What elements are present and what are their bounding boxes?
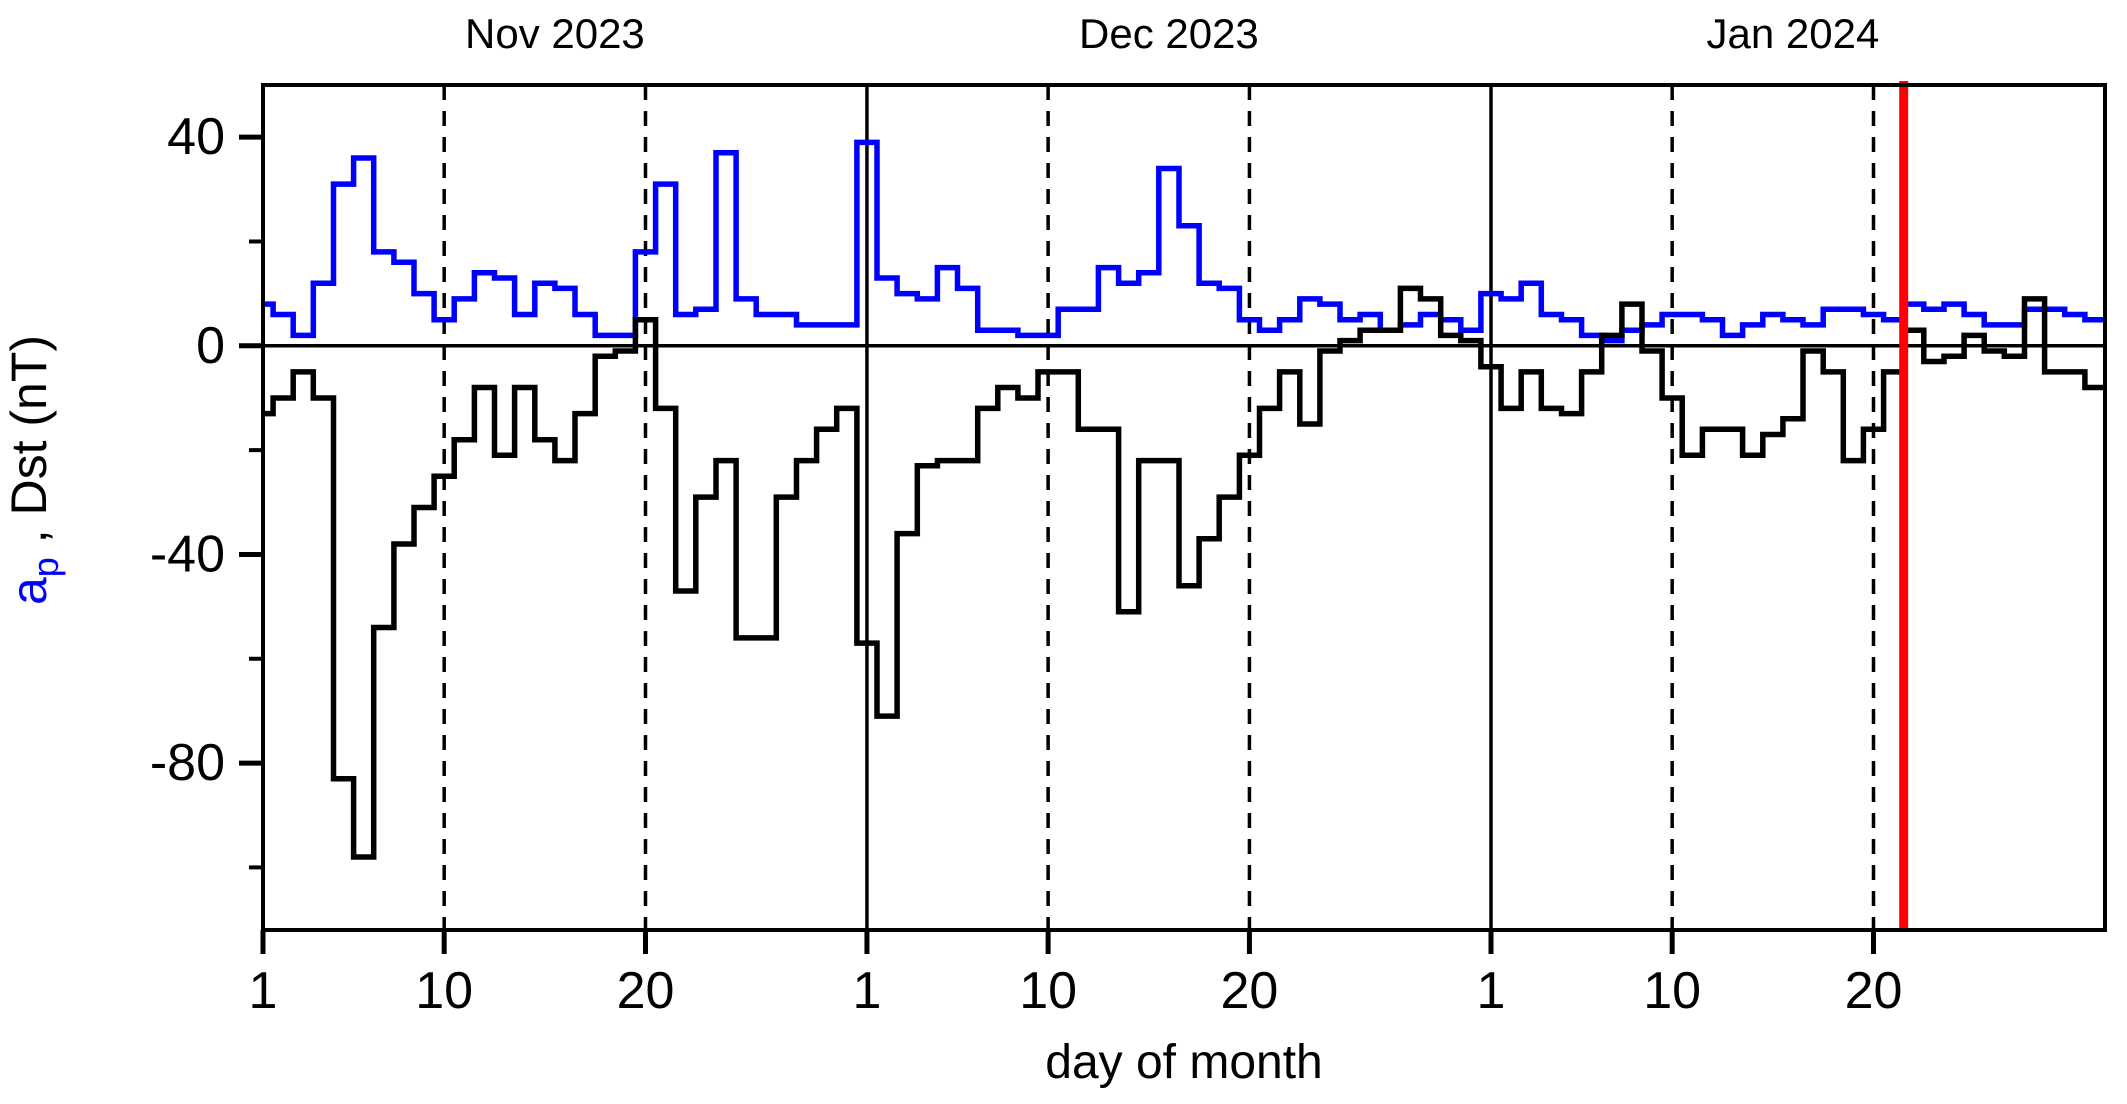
x-tick-label: 20 [617, 962, 675, 1020]
x-tick-label: 1 [1477, 962, 1506, 1020]
gridlines-group [263, 85, 2105, 930]
y-tick-label: -40 [150, 525, 225, 583]
ylabel-separator: , [1, 516, 57, 558]
x-tick-label: 10 [1643, 962, 1701, 1020]
axes-group [239, 83, 2107, 954]
x-tick-label: 20 [1845, 962, 1903, 1020]
month-title: Jan 2024 [1707, 10, 1880, 57]
y-tick-label: -80 [150, 734, 225, 792]
x-tick-label: 20 [1221, 962, 1279, 1020]
y-tick-label: 40 [167, 108, 225, 166]
series-group [263, 81, 2105, 930]
ylabel-ap-main: a [1, 577, 57, 605]
ylabel-ap-subscript: p [25, 557, 66, 577]
x-tick-label: 10 [1019, 962, 1077, 1020]
x-axis-label: day of month [1045, 1036, 1323, 1089]
ylabel-dst: Dst (nT) [1, 335, 57, 516]
month-title: Dec 2023 [1079, 10, 1259, 57]
plot-border [261, 83, 2107, 932]
ap-step-line [263, 139, 2105, 344]
labels-group: 40 0 -40 -80 1 10 20 Nov 2023 1 10 20 Dec 2023 1 10 20… [1, 10, 1902, 1089]
y-axis-label: ap , Dst (nT) [1, 335, 66, 605]
x-tick-label: 1 [852, 962, 881, 1020]
y-tick-label: 0 [196, 317, 225, 375]
x-tick-label: 1 [249, 962, 278, 1020]
month-title: Nov 2023 [465, 10, 645, 57]
x-tick-label: 10 [415, 962, 473, 1020]
dst-step-line [263, 285, 2105, 860]
